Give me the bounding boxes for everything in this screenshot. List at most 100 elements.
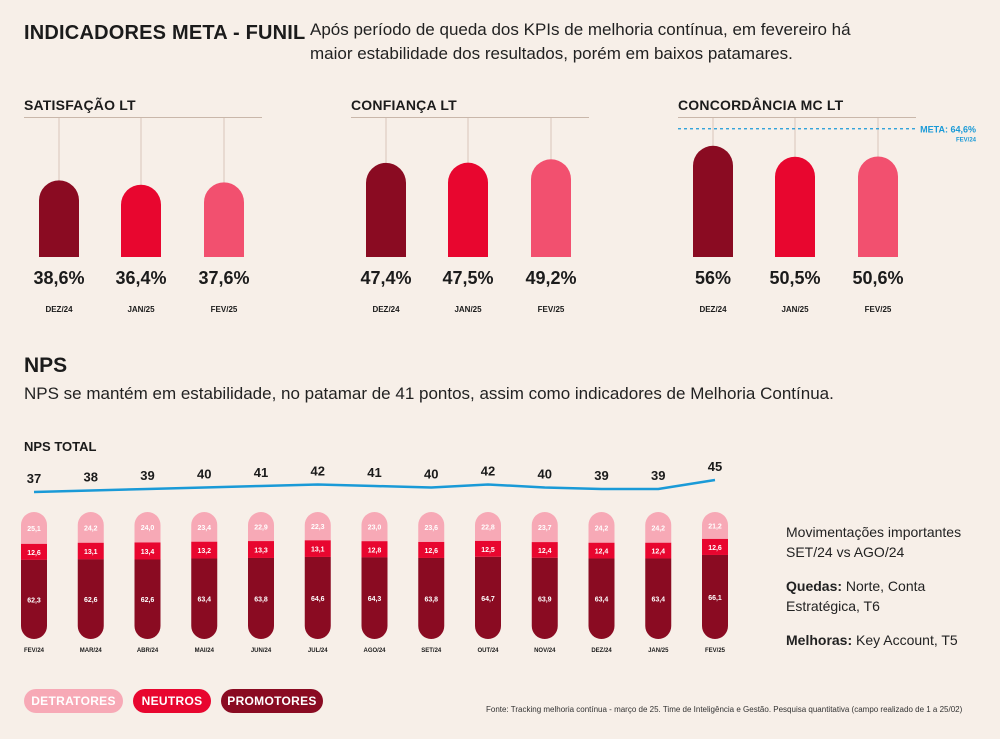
promotores-segment [134, 559, 161, 639]
neutros-value: 12,6 [27, 550, 41, 557]
kpi-category-label: DEZ/24 [372, 305, 400, 314]
melhoras-label: Melhoras: [786, 632, 853, 648]
neutros-value: 12,4 [595, 549, 609, 556]
promotores-value: 63,9 [538, 596, 552, 603]
promotores-value: 64,7 [481, 596, 495, 603]
neutros-segment [475, 540, 501, 557]
kpi-category-label: JAN/25 [781, 305, 809, 314]
nps-category-label: FEV/24 [24, 648, 45, 654]
neutros-value: 12,8 [368, 547, 382, 554]
detratores-value: 22,8 [481, 524, 495, 531]
kpi-value-label: 37,6% [198, 268, 249, 288]
promotores-segment [645, 558, 672, 639]
neutros-segment [21, 543, 47, 560]
promotores-value: 64,6 [311, 596, 325, 603]
detratores-segment [361, 512, 388, 542]
divider [24, 117, 262, 118]
nps-value-label: 39 [651, 468, 665, 483]
nps-section-title: NPS [24, 354, 68, 377]
notes-panel: Movimentações importantes SET/24 vs AGO/… [786, 522, 986, 664]
detratores-segment [475, 512, 501, 541]
nps-value-label: 40 [197, 467, 211, 482]
promotores-value: 62,3 [27, 597, 41, 604]
detratores-segment [588, 512, 615, 543]
promotores-value: 64,3 [368, 596, 382, 603]
neutros-value: 13,1 [84, 549, 98, 556]
nps-value-label: 42 [481, 464, 495, 479]
kpi-value-label: 36,4% [115, 268, 166, 288]
nps-value-label: 42 [311, 464, 325, 479]
promotores-segment [191, 558, 218, 639]
quedas-label: Quedas: [786, 578, 843, 594]
nps-chart-title: NPS TOTAL [24, 439, 97, 454]
promotores-value: 63,8 [424, 596, 438, 603]
kpi-bar [693, 145, 733, 257]
detratores-value: 23,7 [538, 525, 552, 532]
neutros-value: 13,2 [197, 548, 211, 555]
kpi-bar [448, 162, 488, 257]
detratores-segment [531, 512, 558, 543]
kpi-value-label: 47,4% [360, 268, 411, 288]
detratores-value: 23,0 [368, 525, 382, 532]
detratores-segment [77, 512, 104, 543]
promotores-value: 62,6 [141, 597, 155, 604]
detratores-value: 22,9 [254, 525, 268, 532]
notes-melhoras: Melhoras: Key Account, T5 [786, 630, 986, 650]
intro-text: Após período de queda dos KPIs de melhor… [310, 20, 851, 63]
kpi-category-label: JAN/25 [454, 305, 482, 314]
nps-value-label: 38 [84, 470, 98, 485]
detratores-segment [191, 512, 218, 542]
nps-category-label: JUL/24 [308, 648, 328, 654]
nps-category-label: OUT/24 [477, 648, 499, 654]
chart-title-satisfacao: SATISFAÇÃO LT [24, 97, 136, 113]
detratores-value: 23,6 [424, 525, 438, 532]
kpi-bar [121, 184, 161, 257]
kpi-bar [775, 156, 815, 257]
nps-line [33, 478, 716, 494]
promotores-value: 66,1 [708, 595, 722, 602]
nps-value-label: 37 [27, 471, 41, 486]
detratores-value: 24,2 [84, 525, 98, 532]
legend-promotores: PROMOTORES [221, 689, 323, 713]
nps-section-subtitle: NPS se mantém em estabilidade, no patama… [24, 384, 834, 403]
neutros-segment [361, 541, 388, 558]
nps-value-label: 39 [140, 468, 154, 483]
detratores-segment [702, 512, 728, 539]
nps-category-label: NOV/24 [534, 648, 556, 654]
detratores-segment [248, 512, 274, 542]
detratores-value: 24,0 [141, 525, 155, 532]
detratores-value: 21,2 [708, 523, 722, 530]
promotores-segment [304, 556, 331, 639]
neutros-value: 12,6 [708, 545, 722, 552]
promotores-segment [531, 557, 558, 639]
kpi-value-label: 50,6% [852, 268, 903, 288]
quedas-text: Norte, Conta Estratégica, T6 [786, 578, 926, 614]
neutros-segment [304, 540, 331, 557]
detratores-value: 24,2 [595, 525, 609, 532]
detratores-value: 22,3 [311, 524, 325, 531]
kpi-category-label: JAN/25 [127, 305, 155, 314]
neutros-segment [77, 542, 104, 560]
detratores-segment [21, 512, 47, 544]
source-note: Fonte: Tracking melhoria contínua - març… [486, 705, 963, 714]
promotores-value: 62,6 [84, 597, 98, 604]
kpi-bar [366, 162, 407, 257]
neutros-segment [248, 541, 274, 558]
neutros-value: 12,5 [481, 547, 495, 554]
neutros-segment [418, 541, 445, 558]
detratores-segment [304, 512, 331, 541]
nps-category-label: ABR/24 [137, 648, 159, 654]
kpi-category-label: DEZ/24 [699, 305, 727, 314]
legend-neutros: NEUTROS [133, 689, 211, 713]
notes-heading: Movimentações importantes SET/24 vs AGO/… [786, 524, 962, 560]
neutros-value: 13,4 [141, 549, 155, 556]
page-title: INDICADORES META - FUNIL [24, 22, 306, 44]
neutros-segment [645, 542, 672, 559]
nps-category-label: JUN/24 [251, 648, 272, 654]
neutros-segment [702, 538, 728, 555]
kpi-category-label: FEV/25 [865, 305, 892, 314]
neutros-segment [134, 542, 161, 560]
melhoras-text: Key Account, T5 [852, 632, 958, 648]
promotores-segment [248, 557, 274, 639]
